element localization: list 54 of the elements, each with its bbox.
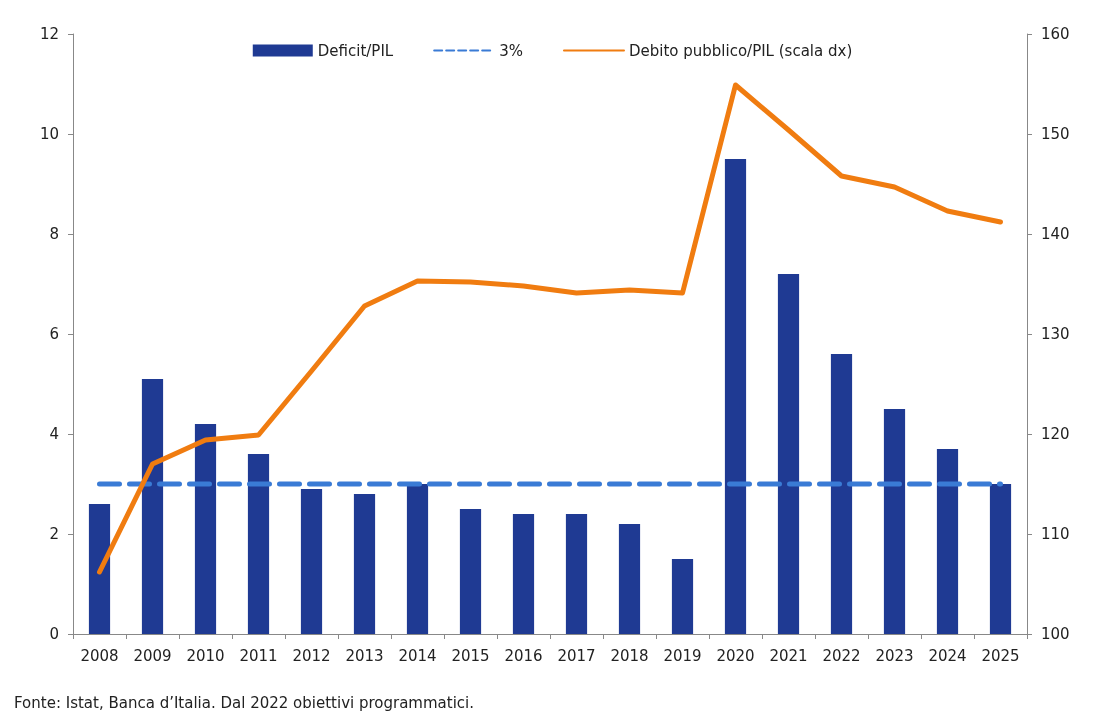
bar bbox=[353, 494, 376, 634]
y2-tick-label: 130 bbox=[1041, 325, 1070, 343]
x-tick-label: 2018 bbox=[610, 646, 649, 665]
x-tick-label: 2015 bbox=[451, 646, 490, 665]
bar bbox=[88, 504, 111, 634]
x-tick-label: 2013 bbox=[345, 646, 384, 665]
y2-tick-label: 160 bbox=[1041, 25, 1070, 43]
bar bbox=[141, 379, 164, 634]
bar bbox=[830, 354, 853, 634]
x-tick-label: 2016 bbox=[504, 646, 543, 665]
y-tick-label: 2 bbox=[49, 525, 59, 543]
bar bbox=[459, 509, 482, 634]
x-tick-label: 2010 bbox=[186, 646, 225, 665]
y2-tick-label: 140 bbox=[1041, 225, 1070, 243]
y2-tick-label: 110 bbox=[1041, 525, 1070, 543]
bar bbox=[724, 159, 747, 634]
bar bbox=[883, 409, 906, 634]
x-tick-label: 2025 bbox=[981, 646, 1020, 665]
bar bbox=[300, 489, 323, 634]
x-tick-label: 2021 bbox=[769, 646, 808, 665]
bar bbox=[565, 514, 588, 634]
x-tick-label: 2020 bbox=[716, 646, 755, 665]
y-tick-label: 10 bbox=[39, 125, 59, 143]
source-note: Fonte: Istat, Banca d’Italia. Dal 2022 obiettivi programmatici. bbox=[14, 693, 475, 712]
bar bbox=[512, 514, 535, 634]
bar bbox=[406, 484, 429, 634]
x-tick-label: 2009 bbox=[133, 646, 172, 665]
y-tick-label: 6 bbox=[49, 325, 59, 343]
legend-label: 3% bbox=[499, 41, 523, 60]
bar bbox=[989, 484, 1012, 634]
legend-label: Deficit/PIL bbox=[317, 41, 394, 60]
x-tick-label: 2012 bbox=[292, 646, 331, 665]
y2-tick-label: 100 bbox=[1041, 625, 1070, 643]
bar bbox=[777, 274, 800, 634]
y-tick-label: 0 bbox=[49, 625, 59, 643]
y-tick-label: 8 bbox=[49, 225, 59, 243]
y2-tick-label: 150 bbox=[1041, 125, 1070, 143]
x-tick-label: 2014 bbox=[398, 646, 437, 665]
x-tick-label: 2011 bbox=[239, 646, 278, 665]
x-tick-label: 2023 bbox=[875, 646, 914, 665]
legend-label: Debito pubblico/PIL (scala dx) bbox=[628, 41, 853, 60]
x-tick-label: 2017 bbox=[557, 646, 596, 665]
y-tick-label: 12 bbox=[39, 25, 59, 43]
y-tick-label: 4 bbox=[49, 425, 59, 443]
bar bbox=[671, 559, 694, 634]
bar bbox=[618, 524, 641, 634]
x-tick-label: 2022 bbox=[822, 646, 861, 665]
bar bbox=[194, 424, 217, 634]
y2-tick-label: 120 bbox=[1041, 425, 1070, 443]
bar bbox=[247, 454, 270, 634]
x-tick-label: 2024 bbox=[928, 646, 967, 665]
x-tick-label: 2008 bbox=[80, 646, 119, 665]
bar bbox=[936, 449, 959, 634]
x-tick-label: 2019 bbox=[663, 646, 702, 665]
